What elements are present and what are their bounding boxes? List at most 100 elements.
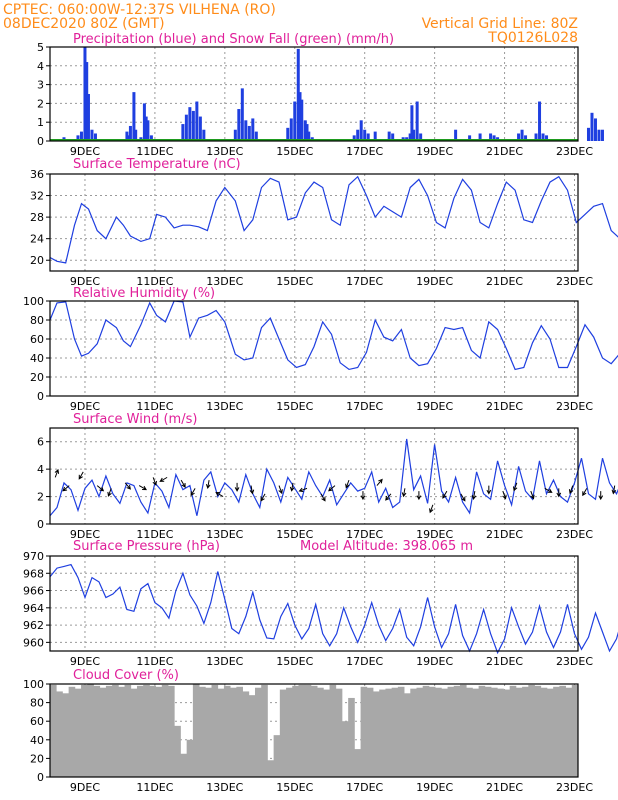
- cloud-bar: [143, 684, 150, 777]
- precip-bar: [419, 133, 423, 141]
- cloud-bar: [50, 684, 57, 777]
- x-tick-label: 13DEC: [206, 275, 243, 288]
- cloud-bar: [404, 693, 411, 777]
- x-tick-label: 11DEC: [136, 655, 173, 668]
- y-tick-label: 24: [30, 233, 44, 246]
- wind-arrow: [471, 490, 477, 500]
- x-tick-label: 19DEC: [416, 400, 453, 413]
- cloud-bar: [87, 684, 94, 777]
- wind-arrow: [502, 490, 507, 500]
- precip-bar: [127, 135, 131, 141]
- cloud-bar: [267, 760, 275, 777]
- wind-arrow: [611, 485, 617, 495]
- cloud-bar: [484, 686, 492, 777]
- precip-frame: [49, 46, 579, 142]
- cloud-bar: [379, 689, 386, 777]
- precip-bar: [296, 48, 300, 141]
- y-tick-label: 60: [30, 333, 44, 346]
- y-tick-label: 1: [37, 116, 44, 129]
- precip-bar: [597, 129, 601, 141]
- y-tick-label: 970: [23, 550, 44, 563]
- wind-arrow: [234, 482, 240, 492]
- cloud-bar: [447, 686, 455, 777]
- cloud-bar: [93, 685, 101, 777]
- y-tick-label: 32: [30, 190, 44, 203]
- cloud-bar: [105, 685, 113, 777]
- precip-bar: [195, 101, 199, 141]
- x-tick-label: 13DEC: [206, 655, 243, 668]
- wind-arrow: [429, 504, 434, 514]
- cloud-bar: [571, 684, 579, 777]
- precip-bar: [149, 135, 153, 141]
- x-tick-label: 15DEC: [276, 145, 313, 158]
- x-tick-label: 11DEC: [136, 528, 173, 541]
- cloud-bar: [118, 686, 125, 777]
- y-tick-label: 80: [30, 314, 44, 327]
- cloud-bar: [410, 688, 417, 777]
- wind-arrow: [54, 468, 60, 478]
- x-tick-label: 13DEC: [206, 145, 243, 158]
- y-tick-label: 100: [23, 678, 44, 691]
- wind-arrow: [138, 485, 147, 491]
- x-tick-label: 9DEC: [70, 275, 100, 288]
- precip-bar: [366, 133, 370, 141]
- precip-bar: [79, 131, 83, 141]
- rh-frame: [49, 300, 579, 397]
- cloud-bar: [472, 688, 480, 777]
- cloud-bar: [540, 687, 548, 777]
- x-tick-label: 17DEC: [346, 655, 383, 668]
- wind-arrow: [215, 492, 224, 498]
- precip-bar: [125, 131, 129, 141]
- precip-bar: [387, 131, 391, 141]
- cloud-bar: [348, 697, 355, 777]
- precip-bar: [305, 124, 309, 141]
- rh-title: Relative Humidity (%): [73, 286, 215, 301]
- cloud-bar: [385, 688, 393, 777]
- cloud-bar: [223, 685, 231, 777]
- cloud-bar: [559, 685, 566, 777]
- precip-bar: [251, 118, 255, 141]
- cloud-bar: [341, 721, 349, 777]
- precip-bar: [363, 129, 367, 141]
- precip-bar: [468, 135, 472, 141]
- x-tick-label: 19DEC: [416, 275, 453, 288]
- precip-bar: [202, 129, 206, 141]
- header-code: TQ0126L028: [487, 30, 578, 46]
- precip-bar: [85, 62, 89, 141]
- y-tick-label: 60: [30, 715, 44, 728]
- precip-bar: [412, 129, 416, 141]
- x-tick-label: 17DEC: [346, 528, 383, 541]
- wind-arrow: [582, 488, 588, 497]
- wind-arrow: [328, 485, 336, 492]
- header-date: 08DEC2020 80Z (GMT): [3, 16, 165, 32]
- precip-bar: [373, 131, 377, 141]
- x-tick-label: 23DEC: [556, 528, 593, 541]
- temp-line: [49, 175, 618, 264]
- wind-arrow: [298, 487, 308, 493]
- x-tick-label: 19DEC: [416, 528, 453, 541]
- wind-arrow: [345, 479, 350, 489]
- x-tick-label: 11DEC: [136, 400, 173, 413]
- precip-bar: [545, 135, 549, 141]
- cloud-bar: [217, 688, 225, 777]
- precip-bar: [356, 129, 360, 141]
- y-tick-label: 966: [23, 585, 44, 598]
- cloud-bar: [180, 753, 188, 777]
- cloud-bar: [304, 684, 312, 777]
- x-tick-label: 23DEC: [556, 655, 593, 668]
- cloud-bar: [62, 693, 70, 777]
- precip-bar: [128, 125, 132, 141]
- cloud-bar: [478, 685, 486, 777]
- cloud-bar: [192, 684, 200, 777]
- cloud-bar: [168, 685, 175, 777]
- x-tick-label: 13DEC: [206, 781, 243, 794]
- x-tick-label: 21DEC: [486, 528, 523, 541]
- precip-bar: [538, 101, 542, 141]
- wind-arrow: [278, 485, 283, 495]
- precip-bar: [90, 129, 94, 141]
- wind-arrow: [249, 485, 255, 495]
- precip-bar: [520, 129, 524, 141]
- wind-title: Surface Wind (m/s): [73, 412, 197, 427]
- x-tick-label: 11DEC: [136, 275, 173, 288]
